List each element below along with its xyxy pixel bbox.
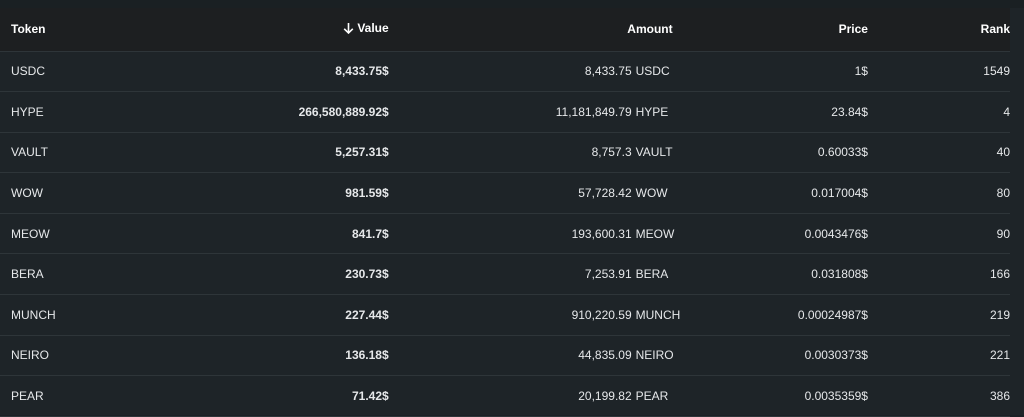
- token-rank: 4: [867, 91, 1010, 133]
- amount-symbol: MEOW: [635, 226, 675, 241]
- token-rank: 1549: [867, 51, 1010, 93]
- token-rank: 80: [867, 172, 1010, 214]
- table-row[interactable]: USDC 8,433.75$ 8,433.75 USDC 1$ 1549: [0, 51, 1010, 93]
- column-header-price[interactable]: Price: [672, 8, 868, 52]
- table-row[interactable]: MEOW 841.7$ 193,600.31 MEOW 0.0043476$ 90: [0, 213, 1010, 255]
- token-amount: 8,757.3 VAULT: [388, 132, 673, 174]
- amount-symbol: VAULT: [635, 145, 673, 160]
- token-amount: 11,181,849.79 HYPE: [388, 91, 673, 133]
- token-amount: 910,220.59 MUNCH: [388, 294, 681, 336]
- amount-number: 44,835.09: [578, 348, 632, 363]
- amount-number: 7,253.91: [584, 267, 632, 282]
- amount-symbol: WOW: [635, 186, 668, 201]
- amount-number: 193,600.31: [571, 226, 632, 241]
- amount-symbol: USDC: [635, 64, 670, 79]
- amount-number: 20,199.82: [578, 389, 632, 404]
- amount-symbol: MUNCH: [635, 307, 681, 322]
- amount-number: 910,220.59: [571, 307, 632, 322]
- amount-number: 8,433.75: [584, 64, 632, 79]
- column-header-price-label: Price: [838, 22, 868, 37]
- column-header-amount-label: Amount: [627, 22, 673, 37]
- token-value: 71.42$: [242, 375, 389, 417]
- amount-symbol: BERA: [635, 267, 669, 282]
- table-row[interactable]: WOW 981.59$ 57,728.42 WOW 0.017004$ 80: [0, 172, 1010, 214]
- amount-symbol: NEIRO: [635, 348, 674, 363]
- token-name: USDC: [0, 51, 243, 93]
- token-rank: 40: [867, 132, 1010, 174]
- token-rank: 166: [867, 253, 1010, 296]
- token-price: 0.0035359$: [672, 375, 868, 417]
- amount-number: 8,757.3: [591, 145, 632, 160]
- token-amount: 57,728.42 WOW: [388, 172, 673, 214]
- token-price: 23.84$: [672, 91, 868, 133]
- token-rank: 221: [867, 335, 1010, 377]
- token-price: 1$: [672, 51, 868, 93]
- token-value: 981.59$: [242, 172, 389, 214]
- header-row: Token Value Amount Price: [0, 8, 1010, 52]
- token-name: MEOW: [0, 213, 243, 255]
- token-name: WOW: [0, 172, 243, 214]
- token-amount: 193,600.31 MEOW: [388, 213, 675, 255]
- token-amount: 20,199.82 PEAR: [388, 375, 673, 417]
- token-amount: 44,835.09 NEIRO: [388, 335, 674, 377]
- token-table: Token Value Amount Price: [0, 8, 1010, 417]
- table-row[interactable]: NEIRO 136.18$ 44,835.09 NEIRO 0.0030373$ …: [0, 335, 1010, 377]
- token-amount: 7,253.91 BERA: [388, 253, 673, 296]
- column-header-value-label: Value: [357, 21, 389, 36]
- column-header-token-label: Token: [11, 22, 46, 37]
- token-name: BERA: [0, 253, 243, 296]
- arrow-down-icon: [343, 22, 354, 37]
- token-name: HYPE: [0, 91, 243, 133]
- token-value: 230.73$: [242, 253, 389, 296]
- token-name: NEIRO: [0, 335, 243, 377]
- token-rank: 219: [867, 294, 1010, 336]
- column-header-token[interactable]: Token: [0, 8, 243, 52]
- table-row[interactable]: HYPE 266,580,889.92$ 11,181,849.79 HYPE 2…: [0, 91, 1010, 133]
- token-price: 0.60033$: [672, 132, 868, 174]
- token-value: 136.18$: [242, 335, 389, 377]
- token-name: MUNCH: [0, 294, 243, 336]
- column-header-value[interactable]: Value: [242, 8, 389, 52]
- table-header: Token Value Amount Price: [0, 8, 1010, 52]
- token-amount: 8,433.75 USDC: [388, 51, 673, 93]
- table-row[interactable]: PEAR 71.42$ 20,199.82 PEAR 0.0035359$ 386: [0, 375, 1010, 417]
- table-row[interactable]: VAULT 5,257.31$ 8,757.3 VAULT 0.60033$ 40: [0, 132, 1010, 174]
- token-price: 0.0043476$: [672, 213, 868, 255]
- amount-symbol: HYPE: [635, 104, 669, 119]
- token-price: 0.00024987$: [672, 294, 868, 336]
- amount-number: 57,728.42: [578, 186, 632, 201]
- token-rank: 90: [867, 213, 1010, 255]
- column-header-amount[interactable]: Amount: [388, 8, 673, 52]
- token-value: 5,257.31$: [242, 132, 389, 174]
- token-value: 8,433.75$: [242, 51, 389, 93]
- token-name: VAULT: [0, 132, 243, 174]
- table-row[interactable]: BERA 230.73$ 7,253.91 BERA 0.031808$ 166: [0, 253, 1010, 296]
- token-value: 227.44$: [242, 294, 389, 336]
- amount-number: 11,181,849.79: [555, 104, 632, 119]
- column-header-rank-label: Rank: [980, 22, 1010, 37]
- token-price: 0.0030373$: [672, 335, 868, 377]
- token-rank: 386: [867, 375, 1010, 417]
- token-value: 266,580,889.92$: [242, 91, 389, 133]
- token-value: 841.7$: [242, 213, 389, 255]
- top-strip: [0, 0, 1024, 8]
- table-body: USDC 8,433.75$ 8,433.75 USDC 1$ 1549 HYPE…: [0, 51, 1010, 417]
- amount-symbol: PEAR: [635, 389, 669, 404]
- token-name: PEAR: [0, 375, 243, 417]
- table-row[interactable]: MUNCH 227.44$ 910,220.59 MUNCH 0.00024987…: [0, 294, 1010, 336]
- token-price: 0.017004$: [672, 172, 868, 214]
- column-header-rank[interactable]: Rank: [867, 8, 1010, 52]
- token-price: 0.031808$: [672, 253, 868, 296]
